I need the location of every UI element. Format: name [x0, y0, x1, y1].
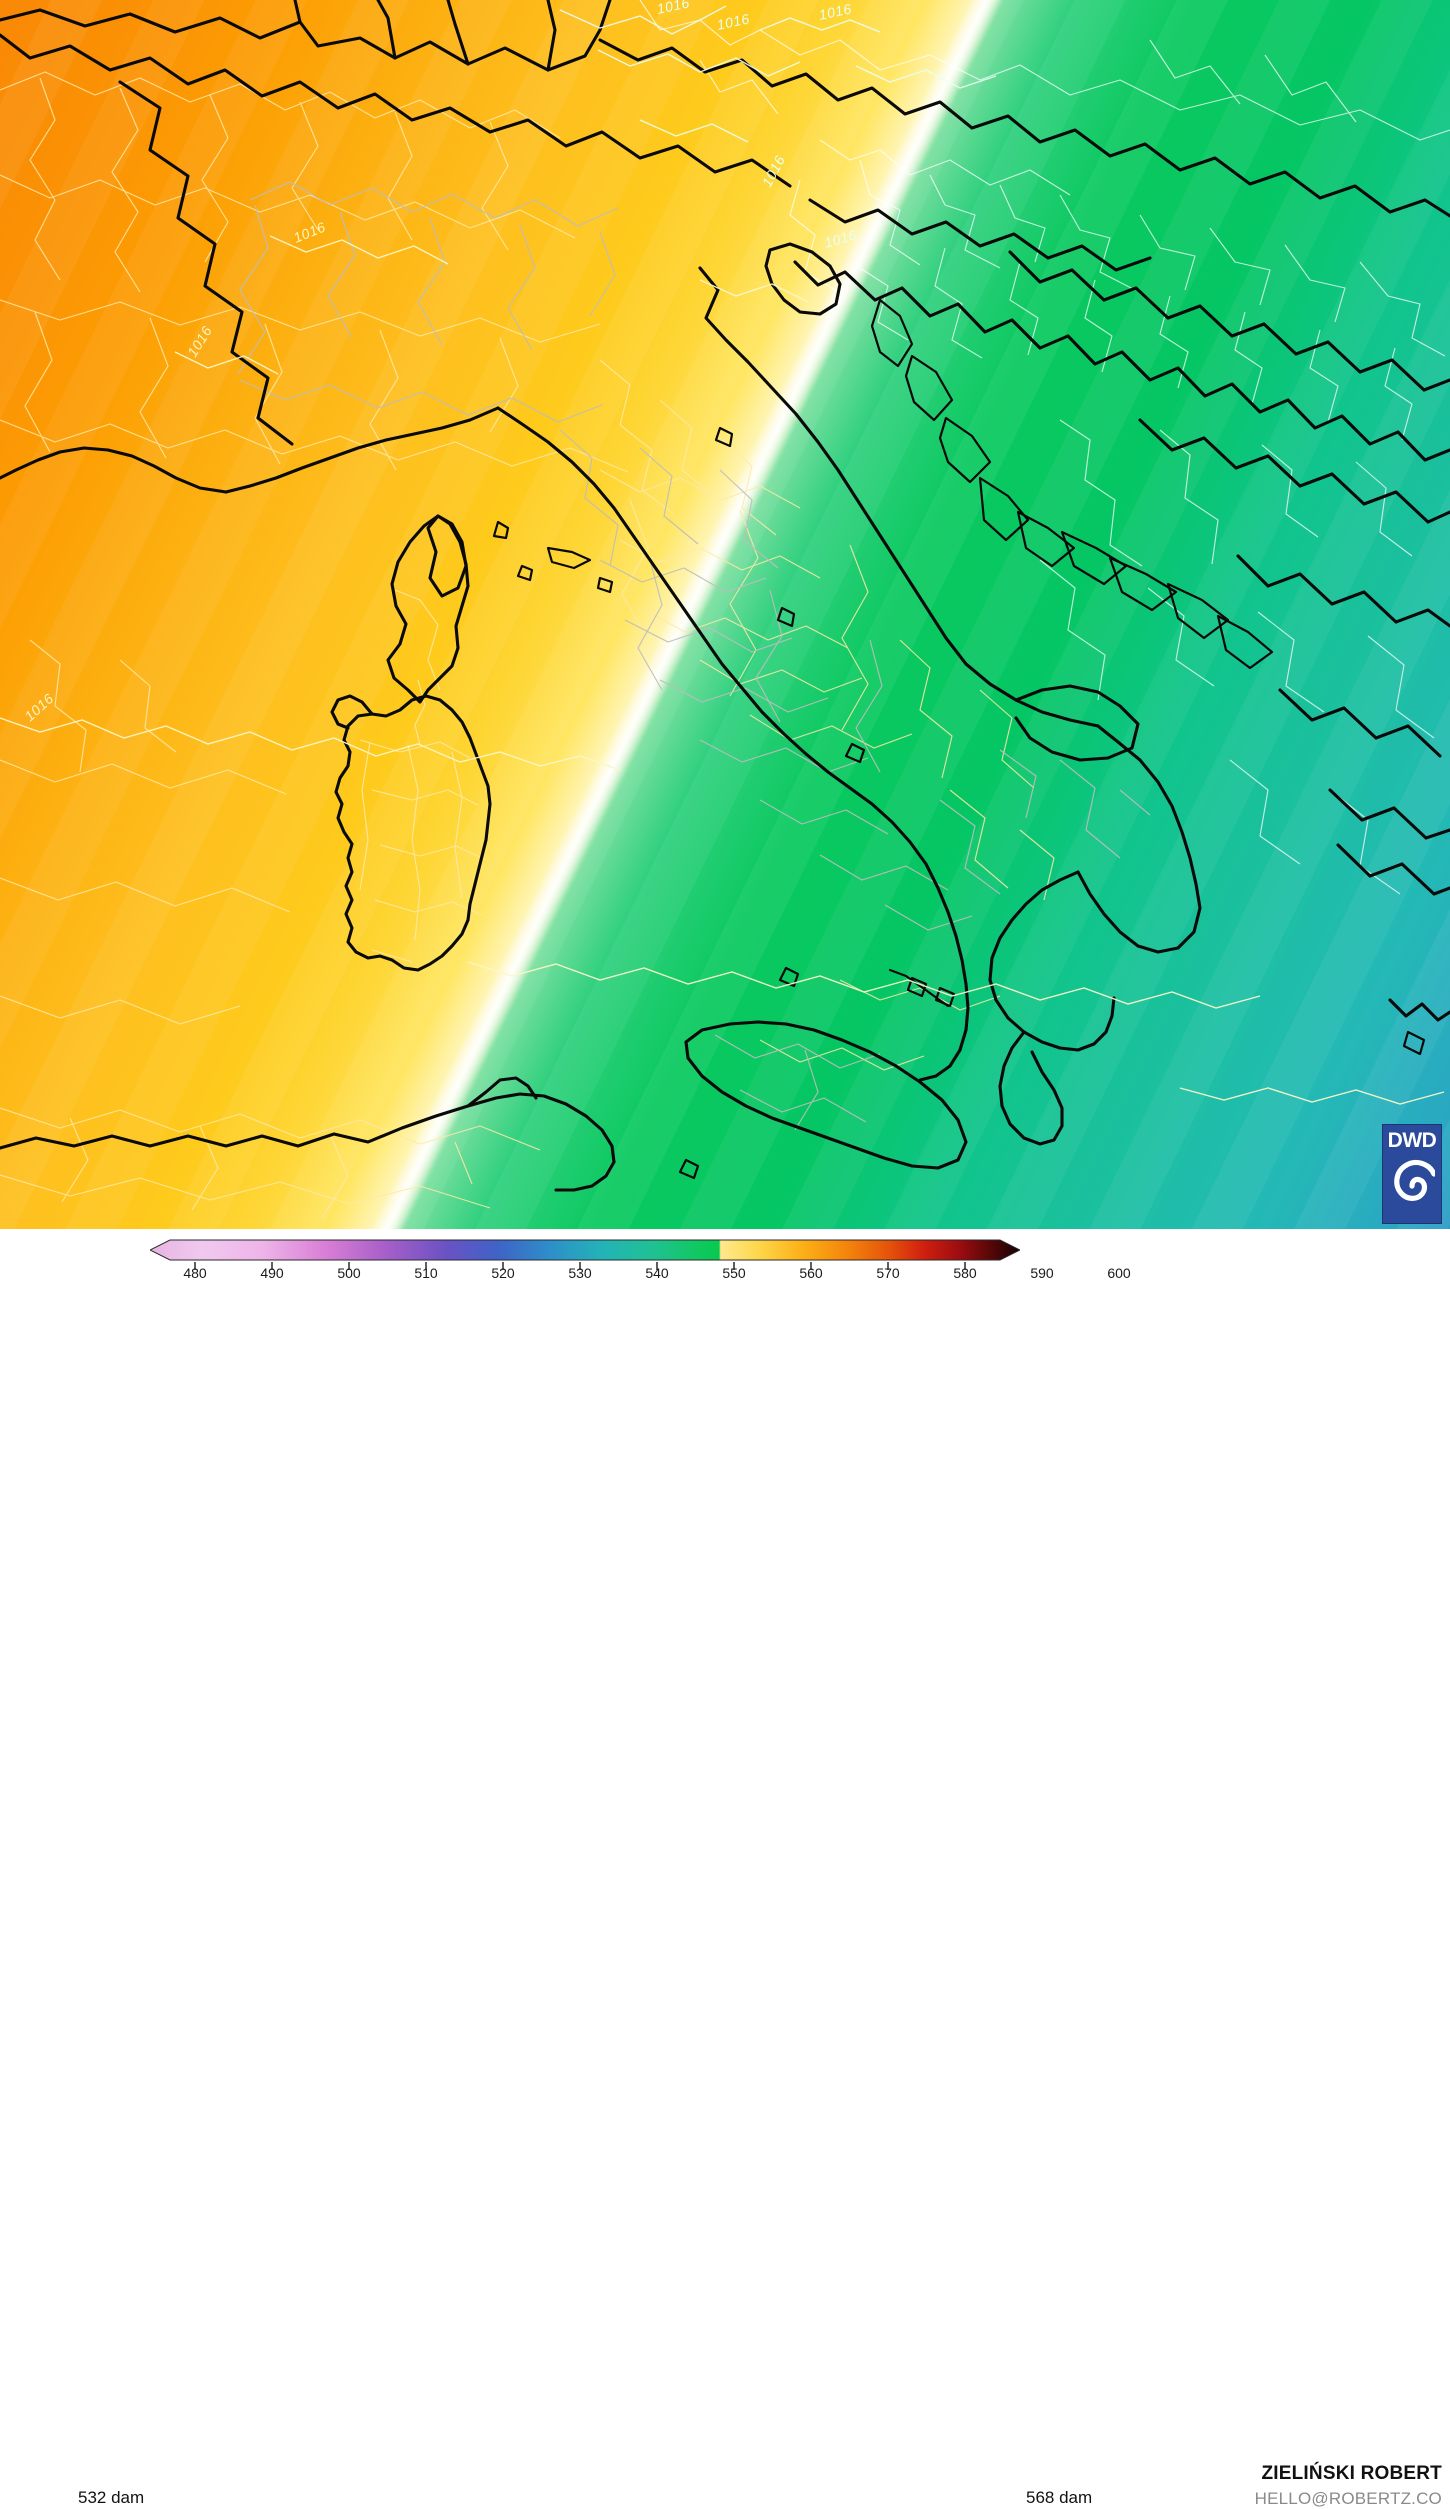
isobar-label: 1016 [759, 153, 789, 190]
colorbar-tick-490: 490 [260, 1265, 284, 1281]
colorbar-label-right: 568 dam [1026, 2488, 1093, 2507]
isobar-label: 1016 [822, 226, 858, 251]
geography-overlay: 1016 1016 1016 1016 1016 1016 1016 1016 [0, 0, 1450, 1229]
dwd-logo: DWD [1382, 1124, 1442, 1224]
colorbar-tick-600: 600 [1107, 1265, 1131, 1281]
colorbar-tick-550: 550 [722, 1265, 746, 1281]
map-canvas[interactable]: 1016 1016 1016 1016 1016 1016 1016 1016 … [0, 0, 1450, 1229]
colorbar-tick-500: 500 [337, 1265, 361, 1281]
admin-boundaries-northeast [639, 0, 1450, 895]
admin-boundaries-southwest [0, 71, 1055, 1219]
colorbar-tick-510: 510 [414, 1265, 438, 1281]
isobar-label: 1016 [21, 690, 56, 724]
admin-boundaries-islands [359, 589, 487, 963]
colorbar-tick-570: 570 [876, 1265, 900, 1281]
isobars-1016 [0, 5, 1445, 1105]
isobar-label: 1016 [715, 10, 751, 33]
colorbar-ticks [194, 1262, 966, 1270]
colorbar-label-left: 532 dam [78, 2488, 145, 2507]
isobar-label: 1016 [655, 0, 691, 17]
colorbar-tick-580: 580 [953, 1265, 977, 1281]
colorbar-tick-590: 590 [1030, 1265, 1054, 1281]
colorbar-tick-560: 560 [799, 1265, 823, 1281]
bottom-bar: 480 490 500 510 520 530 540 550 560 570 … [0, 1229, 1450, 2508]
credit-email: HELLO@ROBERTZ.CO [1254, 2489, 1442, 2508]
coastlines-and-borders [0, 0, 1450, 1192]
isobar-label: 1016 [184, 323, 215, 360]
credit-author: ZIELIŃSKI ROBERT [1261, 2463, 1442, 2484]
admin-boundaries-italy [237, 181, 1151, 1131]
colorbar-tick-480: 480 [183, 1265, 207, 1281]
isobar-label: 1016 [817, 0, 853, 23]
isobar-labels: 1016 1016 1016 1016 1016 1016 1016 1016 [21, 0, 858, 724]
colorbar-tick-520: 520 [491, 1265, 515, 1281]
dwd-spiral-icon [1394, 1159, 1435, 1201]
colorbar-tick-530: 530 [568, 1265, 592, 1281]
colorbar[interactable]: 480 490 500 510 520 530 540 550 560 570 … [150, 1238, 1131, 1281]
colorbar-tick-540: 540 [645, 1265, 669, 1281]
isobar-label: 1016 [291, 219, 328, 246]
dwd-logo-text: DWD [1387, 1129, 1437, 1152]
